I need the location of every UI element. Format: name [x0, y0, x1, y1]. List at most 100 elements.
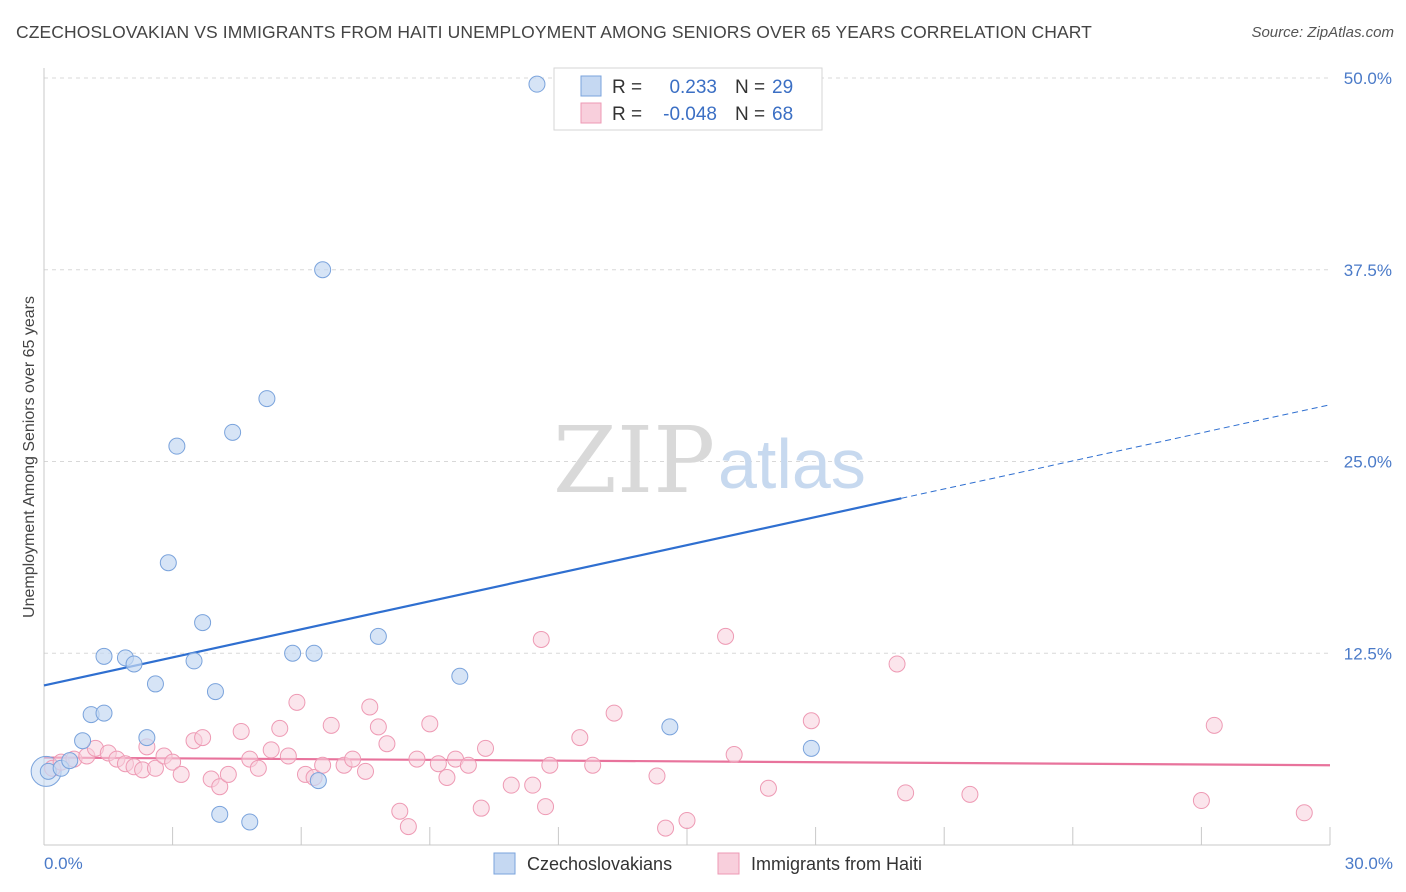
data-point-haiti	[897, 784, 915, 802]
data-point-czechoslovakians	[314, 261, 332, 279]
data-point-haiti	[648, 767, 666, 785]
data-point-czechoslovakians	[284, 644, 302, 662]
data-point-haiti	[472, 799, 490, 817]
data-point-czechoslovakians	[369, 627, 387, 645]
data-point-haiti	[429, 755, 447, 773]
data-point-haiti	[322, 716, 340, 734]
data-points	[30, 75, 1313, 837]
data-point-czechoslovakians	[146, 675, 164, 693]
data-point-haiti	[541, 756, 559, 774]
stats-n-value-2: 68	[772, 104, 793, 125]
stats-n-value-1: 29	[772, 77, 793, 98]
data-point-czechoslovakians	[95, 647, 113, 665]
data-point-czechoslovakians	[309, 772, 327, 790]
data-point-czechoslovakians	[159, 554, 177, 572]
data-point-haiti	[378, 735, 396, 753]
data-point-haiti	[802, 712, 820, 730]
data-point-haiti	[172, 765, 190, 783]
watermark-zip: ZIP	[553, 407, 715, 514]
y-tick-label: 25.0%	[1344, 453, 1392, 472]
stats-r-label-2: R =	[612, 104, 642, 125]
data-point-czechoslovakians	[125, 655, 143, 673]
data-point-haiti	[605, 704, 623, 722]
data-point-haiti	[459, 756, 477, 774]
data-point-czechoslovakians	[168, 437, 186, 455]
data-point-czechoslovakians	[194, 614, 212, 632]
x-tick-label: 0.0%	[44, 854, 83, 873]
data-point-haiti	[1205, 716, 1223, 734]
data-point-haiti	[194, 729, 212, 747]
data-point-haiti	[759, 779, 777, 797]
stats-swatch-pink	[580, 102, 602, 124]
data-point-haiti	[537, 798, 555, 816]
data-point-haiti	[314, 756, 332, 774]
axes	[43, 68, 1331, 846]
x-tick-labels: 0.0% 30.0%	[44, 854, 1393, 873]
data-point-czechoslovakians	[241, 813, 259, 831]
data-point-haiti	[369, 718, 387, 736]
data-point-czechoslovakians	[206, 683, 224, 701]
data-point-haiti	[288, 693, 306, 711]
stats-r-value-1: 0.233	[669, 77, 717, 98]
trend-lines	[43, 404, 1331, 767]
data-point-haiti	[678, 811, 696, 829]
data-point-haiti	[344, 750, 362, 768]
grid-lines	[44, 77, 1330, 654]
data-point-haiti	[219, 765, 237, 783]
data-point-haiti	[249, 759, 267, 777]
data-point-czechoslovakians	[224, 423, 242, 441]
trend-line-czechoslovakians-extension	[901, 404, 1331, 499]
data-point-haiti	[657, 819, 675, 837]
data-point-haiti	[279, 747, 297, 765]
data-point-czechoslovakians	[528, 75, 546, 93]
stats-n-label-2: N =	[735, 104, 765, 125]
data-point-czechoslovakians	[451, 667, 469, 685]
data-point-haiti	[361, 698, 379, 716]
data-point-haiti	[146, 759, 164, 777]
data-point-czechoslovakians	[95, 704, 113, 722]
stats-box: R = 0.233 N = 29 R = -0.048 N = 68	[553, 67, 823, 131]
data-point-haiti	[399, 818, 417, 836]
data-point-haiti	[357, 762, 374, 780]
trend-line-haiti	[43, 756, 1331, 767]
data-point-haiti	[961, 785, 979, 803]
data-point-czechoslovakians	[61, 752, 79, 770]
data-point-haiti	[571, 729, 589, 747]
trend-line-czechoslovakians	[43, 497, 902, 687]
source-label: Source: ZipAtlas.com	[1251, 24, 1394, 41]
data-point-haiti	[232, 722, 250, 740]
data-point-haiti	[717, 627, 735, 645]
legend: Czechoslovakians Immigrants from Haiti	[493, 852, 922, 875]
data-point-haiti	[1192, 792, 1210, 810]
data-point-haiti	[477, 739, 495, 757]
watermark-atlas: atlas	[718, 425, 866, 503]
data-point-haiti	[262, 741, 280, 759]
data-point-haiti	[725, 745, 743, 763]
data-point-haiti	[271, 719, 289, 737]
data-point-haiti	[408, 750, 426, 768]
data-point-haiti	[1295, 804, 1313, 822]
data-point-haiti	[584, 756, 602, 774]
data-point-czechoslovakians	[802, 739, 820, 757]
data-point-czechoslovakians	[258, 390, 276, 408]
data-point-czechoslovakians	[211, 805, 229, 823]
data-point-haiti	[502, 776, 520, 794]
data-point-haiti	[524, 776, 542, 794]
y-tick-labels: 12.5% 25.0% 37.5% 50.0%	[1344, 69, 1392, 663]
data-point-haiti	[438, 769, 456, 787]
data-point-czechoslovakians	[305, 644, 323, 662]
data-point-czechoslovakians	[185, 652, 203, 670]
y-tick-label: 37.5%	[1344, 261, 1392, 280]
stats-n-label-1: N =	[735, 77, 765, 98]
legend-label-haiti: Immigrants from Haiti	[751, 854, 922, 874]
data-point-haiti	[391, 802, 409, 820]
y-tick-label: 12.5%	[1344, 644, 1392, 663]
data-point-haiti	[888, 655, 906, 673]
stats-r-label-1: R =	[612, 77, 642, 98]
data-point-czechoslovakians	[661, 718, 679, 736]
data-point-haiti	[532, 630, 550, 648]
y-axis-label: Unemployment Among Seniors over 65 years	[21, 296, 38, 618]
data-point-haiti	[421, 715, 439, 733]
legend-swatch-czechoslovakians	[493, 852, 516, 875]
legend-swatch-haiti	[717, 852, 740, 875]
